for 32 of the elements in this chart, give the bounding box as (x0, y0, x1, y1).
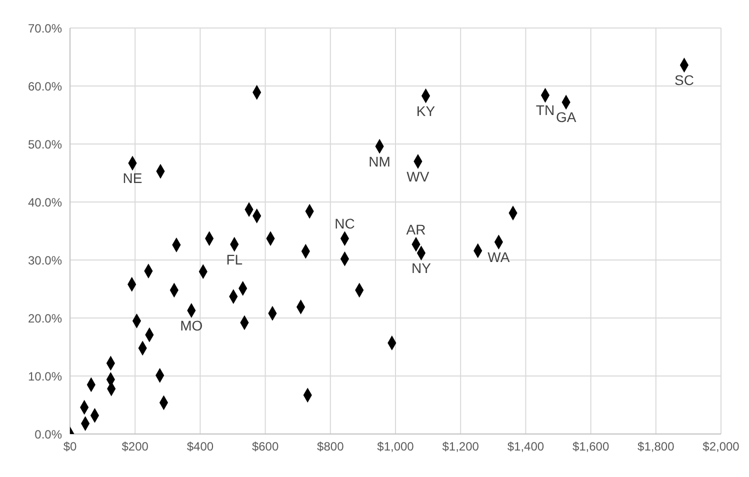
annotation: NY (411, 260, 432, 276)
annotation: NE (122, 170, 142, 186)
y-tick-label: 20.0% (28, 311, 62, 326)
x-tick-label: $800 (317, 440, 344, 454)
x-tick-label: $400 (186, 440, 214, 454)
x-tick-label: $1,800 (638, 440, 675, 454)
x-tick-label: $2,000 (702, 440, 740, 454)
y-tick-label: 70.0% (28, 21, 62, 36)
y-tick-label: 40.0% (28, 195, 62, 210)
y-tick-label: 0.0% (34, 427, 62, 442)
annotation: GA (556, 109, 577, 126)
y-tick-label: 10.0% (28, 369, 62, 384)
annotation: KY (416, 102, 436, 119)
x-tick-label: $1,400 (507, 440, 544, 454)
annotation: MO (180, 317, 203, 334)
x-tick-label: $1,000 (377, 440, 414, 454)
x-tick-label: $0 (63, 440, 77, 454)
annotation: FL (226, 251, 243, 268)
annotation: NM (368, 153, 390, 170)
x-tick-label: $1,200 (442, 440, 480, 454)
y-tick-label: 50.0% (28, 137, 62, 152)
x-tick-label: $1,600 (572, 440, 610, 454)
annotation: WA (488, 248, 510, 265)
annotation: AR (406, 221, 426, 238)
annotation: WV (406, 168, 430, 184)
annotation: TN (536, 102, 555, 118)
y-tick-label: 30.0% (28, 253, 62, 268)
x-tick-label: $600 (252, 440, 279, 454)
y-tick-label: 60.0% (28, 79, 62, 94)
x-tick-label: $200 (122, 440, 149, 454)
annotation: NC (334, 216, 355, 232)
annotation: SC (674, 72, 694, 88)
